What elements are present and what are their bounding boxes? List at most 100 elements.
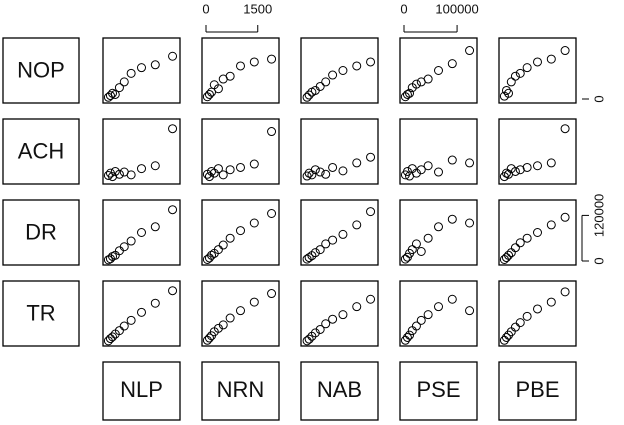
point xyxy=(423,161,433,171)
row-label: NOP xyxy=(17,57,65,82)
point xyxy=(515,165,525,175)
point xyxy=(267,289,277,299)
point xyxy=(338,66,348,75)
point xyxy=(213,245,223,255)
point xyxy=(236,306,245,316)
panel-frame xyxy=(498,199,577,266)
point xyxy=(423,310,433,320)
point xyxy=(315,167,325,177)
point xyxy=(236,162,245,172)
point xyxy=(465,218,475,228)
point xyxy=(328,162,338,172)
point xyxy=(150,60,160,70)
point xyxy=(150,298,160,308)
point xyxy=(546,297,556,307)
point xyxy=(328,235,338,245)
point xyxy=(402,166,412,176)
point xyxy=(267,54,277,64)
point xyxy=(533,57,542,67)
point xyxy=(423,74,433,84)
point xyxy=(352,158,362,168)
point xyxy=(304,253,314,263)
point xyxy=(402,89,412,99)
point xyxy=(225,313,235,323)
point xyxy=(560,287,570,297)
row-label-box xyxy=(2,199,80,266)
point xyxy=(168,51,178,61)
point xyxy=(352,302,362,312)
point xyxy=(560,46,570,56)
point xyxy=(218,240,228,250)
point xyxy=(315,81,325,91)
point xyxy=(304,334,314,344)
point xyxy=(119,242,129,252)
point xyxy=(366,57,376,67)
point xyxy=(447,214,457,224)
point xyxy=(533,304,542,314)
point xyxy=(510,322,520,332)
point xyxy=(522,233,532,243)
point xyxy=(515,68,525,78)
column-label-box xyxy=(399,361,478,421)
point xyxy=(103,170,113,180)
point xyxy=(204,253,214,263)
point xyxy=(105,254,115,264)
panel-frame xyxy=(399,199,478,266)
point xyxy=(218,320,228,330)
x-tick-label: 100000 xyxy=(435,1,478,16)
column-label: PBE xyxy=(515,377,559,402)
point xyxy=(411,168,421,178)
point xyxy=(137,228,146,237)
point xyxy=(114,83,124,93)
column-label: NAB xyxy=(317,377,362,402)
point xyxy=(105,91,115,101)
point xyxy=(114,169,124,179)
point xyxy=(546,158,556,168)
row-label-box xyxy=(2,280,80,347)
point xyxy=(416,165,426,175)
point xyxy=(352,220,362,230)
point xyxy=(510,166,520,176)
point xyxy=(204,89,214,99)
point xyxy=(411,239,421,249)
point xyxy=(126,236,136,246)
point xyxy=(218,170,228,180)
panel-frame xyxy=(201,37,280,104)
point xyxy=(204,333,214,343)
row-label: TR xyxy=(26,300,55,325)
point xyxy=(204,172,214,182)
point xyxy=(213,84,223,94)
point xyxy=(515,318,525,328)
point xyxy=(328,70,338,80)
panel-frame xyxy=(399,280,478,347)
point xyxy=(501,168,511,178)
panel-frame xyxy=(300,37,379,104)
point xyxy=(352,61,362,71)
point xyxy=(504,250,514,260)
y-tick-label: 0 xyxy=(591,95,606,102)
point xyxy=(150,222,160,232)
point xyxy=(533,228,542,237)
point xyxy=(168,205,178,215)
point xyxy=(560,212,570,222)
point xyxy=(213,323,223,333)
point xyxy=(522,63,532,73)
point xyxy=(338,310,348,320)
column-label-box xyxy=(102,361,181,421)
point xyxy=(546,54,556,64)
point xyxy=(447,155,457,165)
point xyxy=(315,245,325,255)
point xyxy=(465,158,475,168)
point xyxy=(126,315,136,325)
point xyxy=(267,209,277,218)
point xyxy=(321,169,331,179)
point xyxy=(150,161,160,171)
point xyxy=(168,286,178,296)
point xyxy=(465,46,475,56)
panel-frame xyxy=(201,199,280,266)
point xyxy=(105,334,115,344)
point xyxy=(249,57,259,67)
point xyxy=(225,233,235,243)
point xyxy=(249,159,259,169)
